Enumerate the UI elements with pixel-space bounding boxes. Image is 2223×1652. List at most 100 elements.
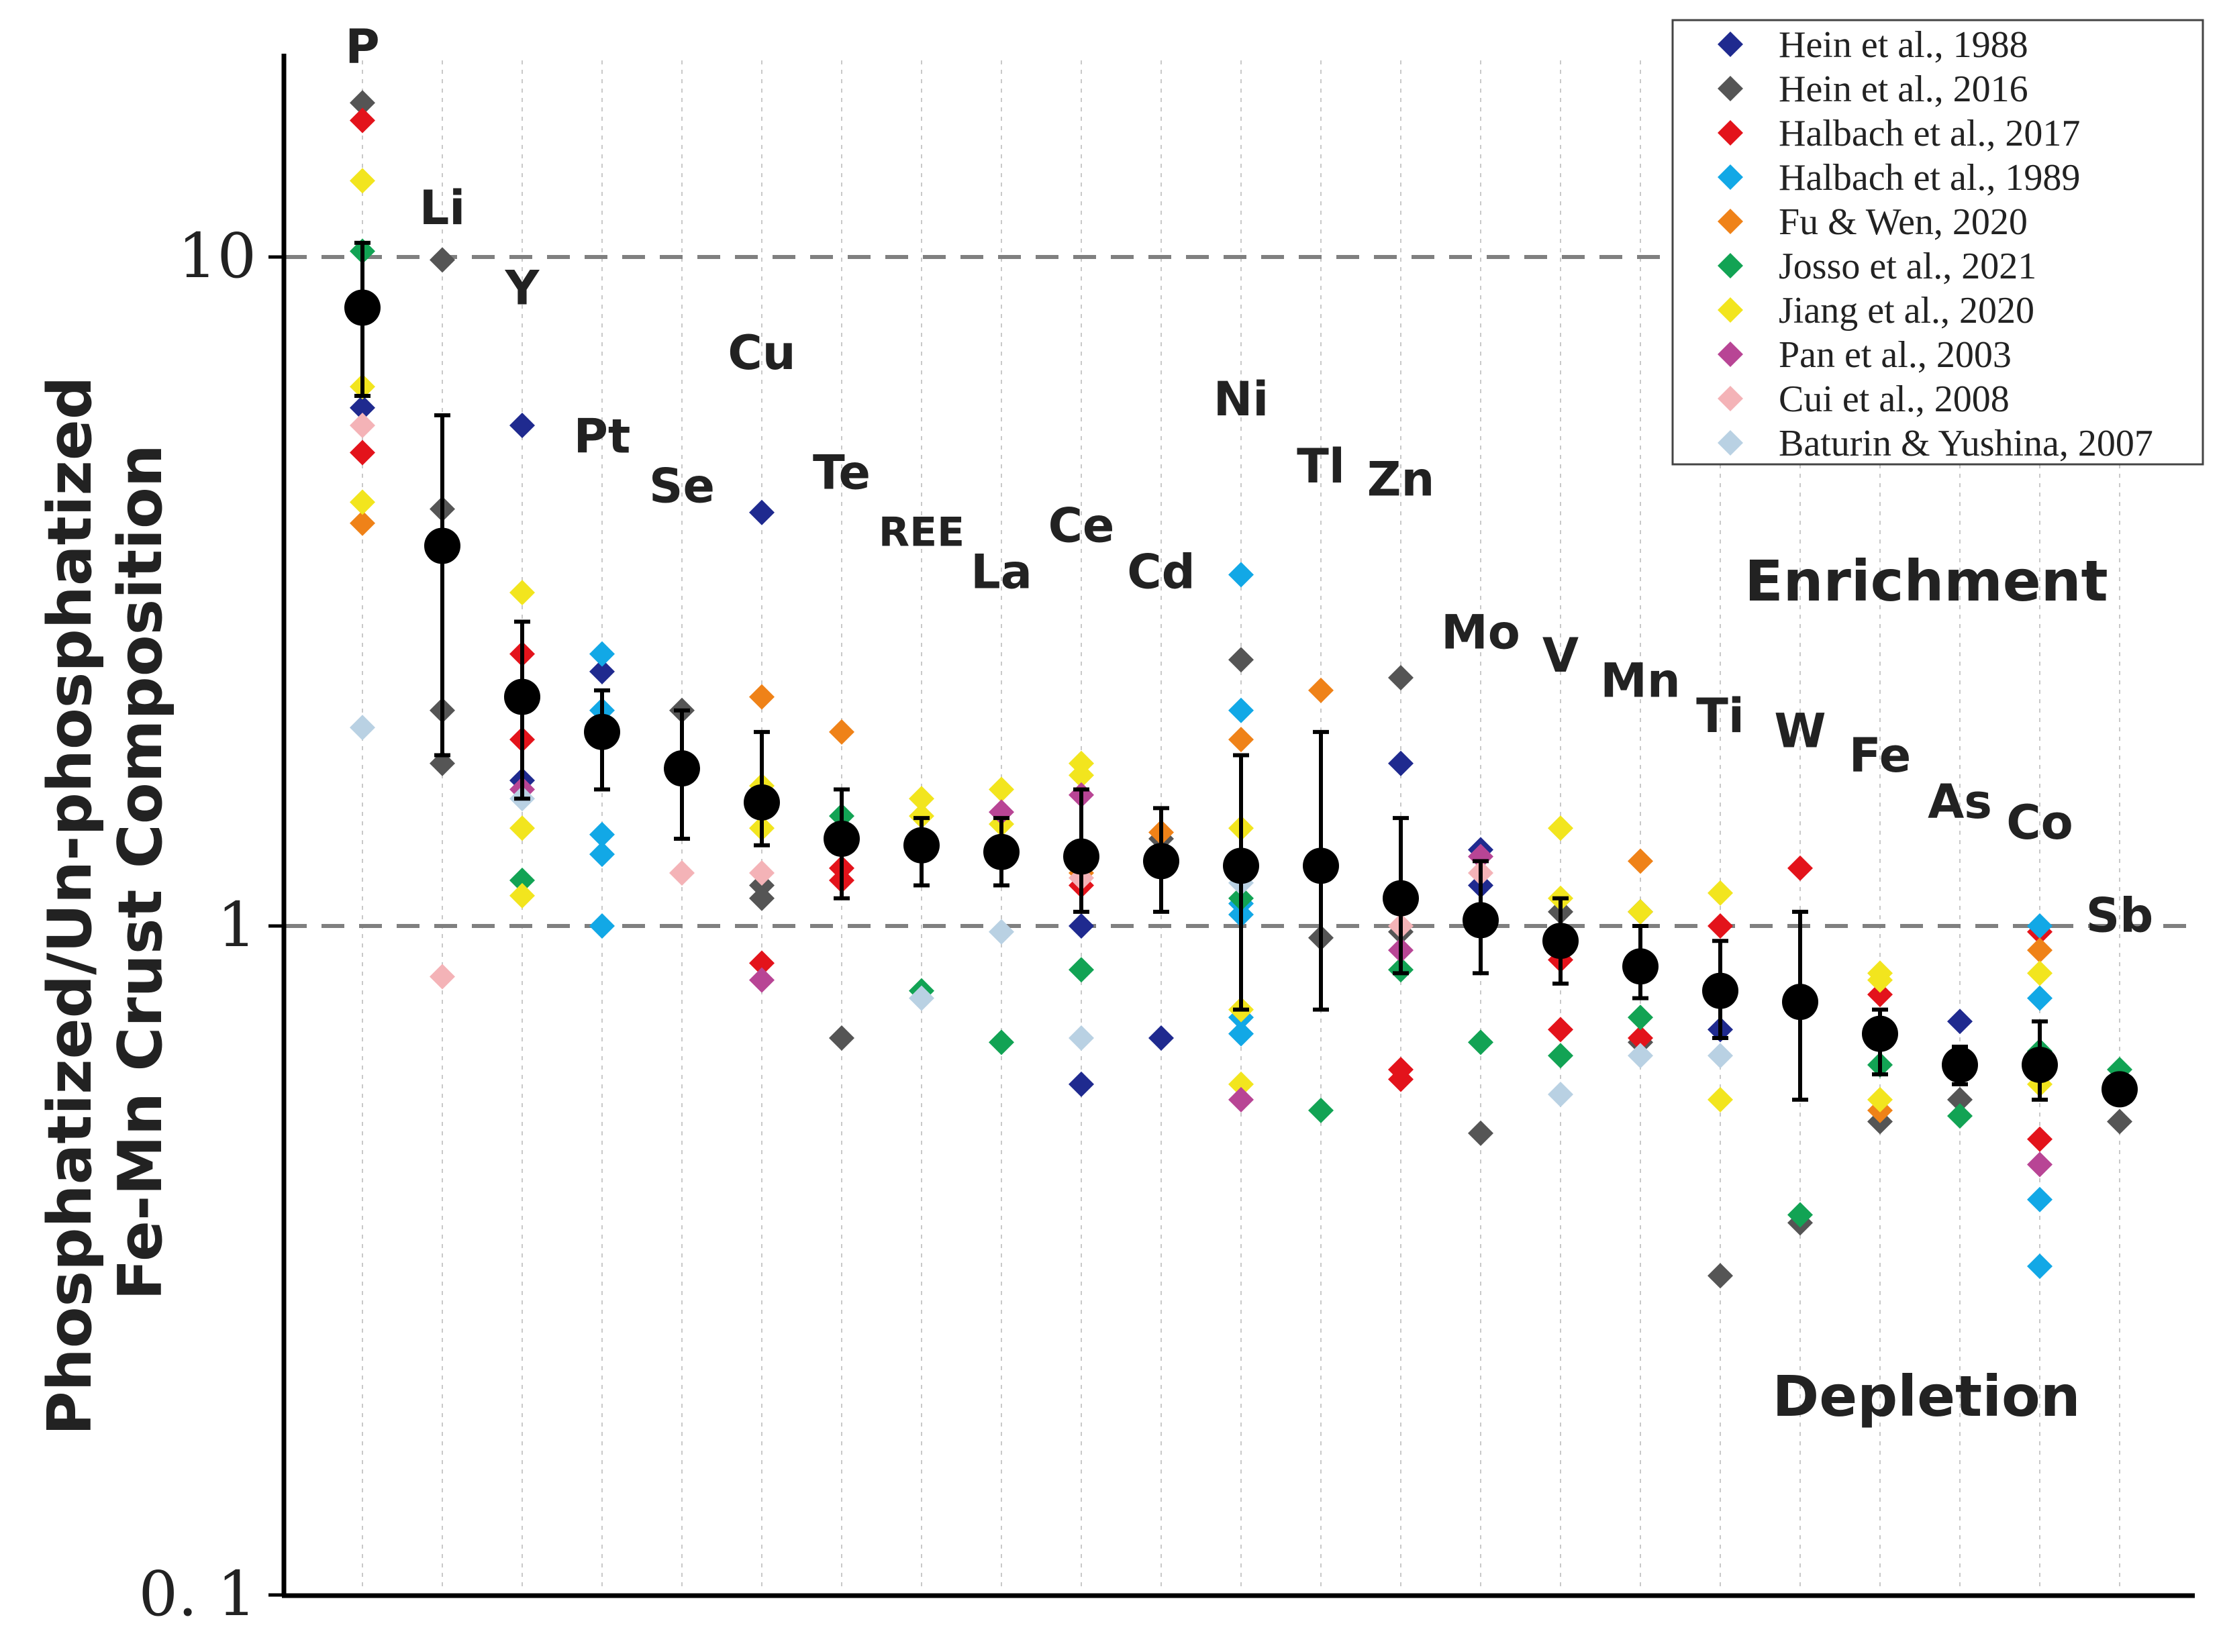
category-label-ree: REE bbox=[879, 509, 965, 556]
category-label-ti: Ti bbox=[1696, 688, 1744, 743]
legend-label-hein-et-al-2016: Hein et al., 2016 bbox=[1779, 68, 2028, 110]
category-label-mn: Mn bbox=[1600, 654, 1681, 709]
mean-point-y bbox=[504, 678, 540, 715]
point-josso-et-al-2021 bbox=[509, 868, 535, 894]
point-halbach-et-al-2017 bbox=[1548, 1017, 1573, 1043]
legend-marker-hein-et-al-2016 bbox=[1718, 76, 1743, 101]
mean-point-p bbox=[344, 289, 381, 326]
point-josso-et-al-2021 bbox=[1548, 1043, 1573, 1069]
legend-label-cui-et-al-2008: Cui et al., 2008 bbox=[1779, 378, 2010, 420]
mean-point-mn bbox=[1622, 948, 1659, 985]
category-label-pt: Pt bbox=[574, 409, 631, 464]
point-halbach-et-al-2017 bbox=[350, 107, 375, 134]
legend-label-halbach-et-al-2017: Halbach et al., 2017 bbox=[1779, 113, 2080, 154]
region-label-enrichment: Enrichment bbox=[1744, 548, 2108, 614]
point-hein-et-al-2016 bbox=[1708, 1263, 1733, 1289]
point-halbach-et-al-1989 bbox=[1228, 562, 1254, 588]
legend-marker-cui-et-al-2008 bbox=[1718, 386, 1743, 411]
y-axis-title-line2: Fe-Mn Crust Composition bbox=[105, 444, 176, 1300]
point-halbach-et-al-2017 bbox=[1708, 913, 1733, 939]
legend-marker-fu-wen-2020 bbox=[1718, 209, 1743, 234]
axes bbox=[281, 54, 2195, 1598]
category-label-p: P bbox=[345, 19, 379, 74]
category-label-zn: Zn bbox=[1367, 452, 1435, 507]
point-hein-et-al-1988 bbox=[1069, 1071, 1094, 1097]
mean-series bbox=[344, 240, 2138, 1108]
category-label-la: La bbox=[971, 544, 1032, 599]
point-baturin-yushina-2007 bbox=[1628, 1043, 1653, 1069]
point-hein-et-al-1988 bbox=[350, 395, 375, 421]
category-label-mo: Mo bbox=[1441, 605, 1520, 660]
point-josso-et-al-2021 bbox=[1628, 1004, 1653, 1031]
point-jiang-et-al-2020 bbox=[909, 786, 934, 812]
category-label-ni: Ni bbox=[1214, 372, 1269, 427]
legend-label-josso-et-al-2021: Josso et al., 2021 bbox=[1779, 246, 2036, 287]
point-jiang-et-al-2020 bbox=[1708, 880, 1733, 906]
point-baturin-yushina-2007 bbox=[350, 715, 375, 741]
point-hein-et-al-2016 bbox=[829, 1025, 854, 1051]
point-fu-wen-2020 bbox=[2027, 937, 2053, 964]
point-halbach-et-al-2017 bbox=[1388, 1057, 1414, 1083]
category-label-ce: Ce bbox=[1048, 499, 1115, 554]
y-axis-title: Phosphatized/Un-phosphatized Fe-Mn Crust… bbox=[35, 376, 176, 1436]
point-halbach-et-al-2017 bbox=[749, 950, 775, 976]
legend-label-baturin-yushina-2007: Baturin & Yushina, 2007 bbox=[1779, 423, 2153, 464]
category-label-se: Se bbox=[649, 458, 715, 513]
point-fu-wen-2020 bbox=[1228, 727, 1254, 753]
point-josso-et-al-2021 bbox=[1468, 1029, 1493, 1055]
point-hein-et-al-2016 bbox=[1468, 1120, 1493, 1146]
legend-label-halbach-et-al-1989: Halbach et al., 1989 bbox=[1779, 157, 2080, 199]
y-ticks: 0. 1 1 10 bbox=[138, 220, 284, 1630]
point-halbach-et-al-2017 bbox=[2027, 1126, 2053, 1152]
category-label-tl: Tl bbox=[1297, 439, 1345, 494]
point-cui-et-al-2008 bbox=[669, 860, 695, 886]
point-josso-et-al-2021 bbox=[1069, 957, 1094, 983]
category-label-w: W bbox=[1774, 704, 1826, 759]
category-label-cd: Cd bbox=[1127, 544, 1195, 599]
y-tick-label: 0. 1 bbox=[138, 1558, 256, 1630]
category-label-cu: Cu bbox=[728, 325, 795, 380]
point-hein-et-al-2016 bbox=[1388, 665, 1414, 691]
point-halbach-et-al-1989 bbox=[1228, 1021, 1254, 1047]
mean-point-ce bbox=[1063, 838, 1099, 875]
mean-point-te bbox=[824, 821, 860, 858]
point-halbach-et-al-2017 bbox=[1867, 982, 1893, 1008]
legend-label-jiang-et-al-2020: Jiang et al., 2020 bbox=[1779, 290, 2034, 331]
point-hein-et-al-1988 bbox=[509, 413, 535, 439]
mean-point-cu bbox=[744, 784, 780, 821]
mean-point-sb bbox=[2102, 1071, 2138, 1108]
point-jiang-et-al-2020 bbox=[1628, 898, 1653, 925]
point-hein-et-al-2016 bbox=[2107, 1108, 2132, 1135]
mean-point-tl bbox=[1303, 847, 1339, 884]
point-baturin-yushina-2007 bbox=[1069, 1025, 1094, 1051]
point-hein-et-al-1988 bbox=[1388, 750, 1414, 776]
y-tick-label: 1 bbox=[217, 889, 256, 961]
point-cui-et-al-2008 bbox=[350, 413, 375, 439]
point-fu-wen-2020 bbox=[1308, 677, 1334, 703]
point-pan-et-al-2003 bbox=[749, 967, 775, 993]
point-jiang-et-al-2020 bbox=[1548, 815, 1573, 841]
legend-label-pan-et-al-2003: Pan et al., 2003 bbox=[1779, 334, 2012, 376]
point-josso-et-al-2021 bbox=[1947, 1103, 1973, 1129]
legend-marker-josso-et-al-2021 bbox=[1718, 253, 1743, 278]
point-jiang-et-al-2020 bbox=[2027, 960, 2053, 986]
point-pan-et-al-2003 bbox=[2027, 1151, 2053, 1178]
point-jiang-et-al-2020 bbox=[509, 882, 535, 909]
legend-marker-halbach-et-al-1989 bbox=[1718, 164, 1743, 190]
category-label-fe: Fe bbox=[1849, 728, 1911, 783]
point-fu-wen-2020 bbox=[749, 684, 775, 710]
point-hein-et-al-1988 bbox=[749, 499, 775, 525]
legend-label-fu-wen-2020: Fu & Wen, 2020 bbox=[1779, 201, 2028, 243]
mean-point-ree bbox=[903, 827, 940, 864]
mean-point-ni bbox=[1223, 847, 1259, 884]
point-jiang-et-al-2020 bbox=[1867, 967, 1893, 993]
legend-marker-hein-et-al-1988 bbox=[1718, 32, 1743, 57]
point-baturin-yushina-2007 bbox=[1708, 1043, 1733, 1069]
point-hein-et-al-2016 bbox=[1228, 647, 1254, 673]
point-halbach-et-al-2017 bbox=[1628, 1025, 1653, 1051]
mean-point-mo bbox=[1463, 902, 1499, 939]
category-label-y: Y bbox=[505, 260, 540, 315]
point-jiang-et-al-2020 bbox=[509, 815, 535, 841]
